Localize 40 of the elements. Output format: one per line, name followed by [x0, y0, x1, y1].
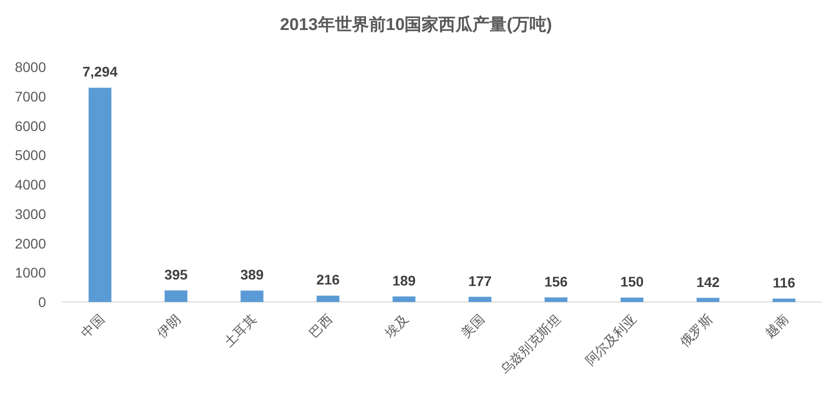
x-tick-label: 伊朗 [154, 312, 184, 341]
y-tick-label: 2000 [14, 235, 46, 252]
data-label: 189 [392, 272, 416, 288]
data-label: 395 [164, 266, 188, 282]
y-tick-label: 1000 [14, 264, 46, 281]
bar [88, 88, 112, 302]
bar [772, 298, 796, 302]
data-label: 389 [240, 266, 264, 283]
data-label: 177 [468, 272, 492, 289]
data-label: 142 [696, 274, 720, 290]
x-tick-label: 埃及 [381, 312, 412, 342]
y-tick-label: 8000 [14, 59, 46, 75]
y-tick-label: 6000 [14, 118, 46, 134]
x-tick-label: 中国 [78, 312, 108, 341]
x-tick-label: 越南 [762, 312, 792, 341]
chart-title: 2013年世界前10国家西瓜产量(万吨) [280, 15, 552, 34]
bar [392, 296, 416, 302]
y-tick-label: 3000 [14, 206, 46, 222]
data-label: 116 [772, 274, 796, 291]
bar [696, 298, 720, 302]
x-tick-label: 阿尔及利亚 [582, 312, 640, 368]
y-tick-label: 5000 [14, 147, 46, 164]
bar [164, 290, 188, 302]
y-tick-label: 7000 [14, 88, 46, 104]
data-label: 156 [544, 273, 568, 290]
x-tick-label: 巴西 [306, 312, 336, 341]
bar [620, 298, 644, 302]
y-tick-label: 0 [38, 294, 46, 310]
bar [468, 296, 492, 302]
data-label: 7,294 [82, 64, 118, 80]
data-label: 216 [316, 272, 340, 288]
bar [240, 290, 264, 302]
data-label: 150 [620, 274, 644, 290]
x-tick-label: 乌兹别克斯坦 [497, 312, 564, 378]
x-tick-label: 土耳其 [220, 312, 260, 350]
bar [316, 296, 340, 302]
x-tick-label: 美国 [458, 312, 488, 341]
x-tick-label: 俄罗斯 [676, 312, 716, 350]
y-tick-label: 4000 [14, 176, 46, 192]
bar [544, 297, 568, 302]
